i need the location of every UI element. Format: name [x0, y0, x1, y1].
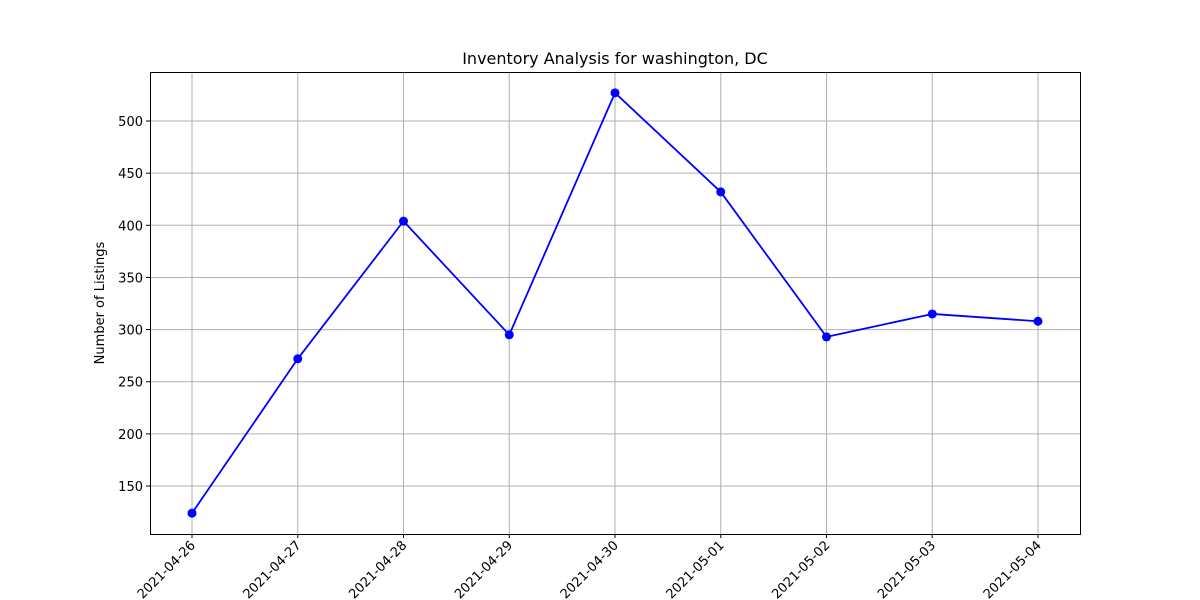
- series-layer: [187, 88, 1043, 518]
- grid: [150, 72, 1080, 534]
- data-point: [927, 309, 937, 319]
- data-point: [504, 330, 514, 340]
- x-tick-label: 2021-04-30: [558, 538, 622, 600]
- x-tick-label: 2021-05-03: [875, 538, 939, 600]
- y-tick-label: 500: [118, 115, 143, 130]
- data-point: [822, 332, 831, 342]
- data-point: [716, 187, 726, 197]
- y-tick-label: 450: [118, 167, 143, 182]
- x-tick-label: 2021-05-02: [769, 538, 833, 600]
- ticks: 2021-04-26 2021-04-27 2021-04-28 2021-04-29…: [118, 115, 1045, 600]
- data-point: [610, 88, 620, 98]
- x-tick-label: 2021-04-26: [135, 538, 199, 600]
- x-tick-label: 2021-05-01: [664, 538, 728, 600]
- data-point: [187, 508, 197, 518]
- y-tick-label: 300: [118, 324, 143, 339]
- data-point: [293, 354, 303, 364]
- x-tick-label: 2021-05-04: [981, 538, 1045, 600]
- y-axis-title: Number of Listings: [93, 241, 108, 364]
- x-tick-label: 2021-04-27: [241, 538, 305, 600]
- y-tick-label: 400: [118, 219, 143, 234]
- y-tick-label: 250: [118, 376, 143, 391]
- y-tick-label: 200: [118, 428, 143, 443]
- data-point: [1033, 316, 1043, 326]
- x-tick-label: 2021-04-28: [346, 538, 410, 600]
- chart-title: Inventory Analysis for washington, DC: [462, 49, 768, 68]
- x-tick-label: 2021-04-29: [452, 538, 516, 600]
- data-point: [399, 216, 408, 226]
- y-tick-label: 350: [118, 271, 143, 286]
- y-tick-label: 150: [118, 480, 143, 495]
